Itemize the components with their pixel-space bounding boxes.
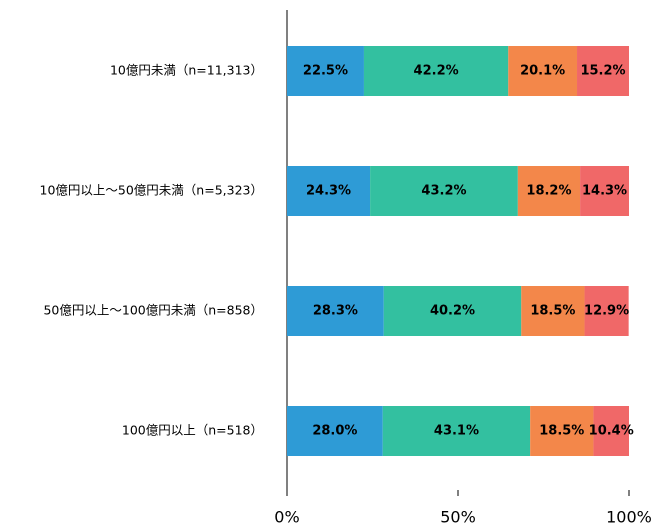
value-label: 20.1% <box>520 64 565 79</box>
value-label: 42.2% <box>414 64 459 79</box>
category-label: 10億円未満（n=11,313） <box>110 63 263 78</box>
bar-segment <box>287 286 384 336</box>
bar-segment <box>530 406 594 456</box>
bar-segment <box>287 406 383 456</box>
bar-segment <box>363 46 509 96</box>
bar-segment <box>383 286 522 336</box>
bar-segment <box>577 46 629 96</box>
bar-segment <box>517 166 581 216</box>
value-label: 18.2% <box>526 184 571 199</box>
category-label: 10億円以上～50億円未満（n=5,323） <box>40 183 264 198</box>
x-tick-label: 100% <box>606 508 652 527</box>
bar-segment <box>370 166 518 216</box>
bar-segment <box>521 286 585 336</box>
bar-segment <box>287 46 364 96</box>
value-label: 28.3% <box>313 304 358 319</box>
x-tick-label: 0% <box>274 508 299 527</box>
bar-segment <box>580 166 629 216</box>
value-label: 12.9% <box>584 304 629 319</box>
value-label: 24.3% <box>306 184 351 199</box>
value-label: 43.2% <box>421 184 466 199</box>
bar-segment <box>382 406 531 456</box>
x-tick-label: 50% <box>440 508 476 527</box>
value-label: 43.1% <box>434 424 479 439</box>
bar-segment <box>584 286 629 336</box>
value-label: 18.5% <box>530 304 575 319</box>
bar-segment <box>593 406 629 456</box>
category-label: 100億円以上（n=518） <box>122 423 263 438</box>
value-label: 15.2% <box>580 64 625 79</box>
value-label: 22.5% <box>303 64 348 79</box>
value-label: 18.5% <box>539 424 584 439</box>
value-label: 10.4% <box>589 424 634 439</box>
category-label: 50億円以上～100億円未満（n=858） <box>43 303 263 318</box>
value-label: 14.3% <box>582 184 627 199</box>
bar-segment <box>508 46 578 96</box>
value-label: 28.0% <box>312 424 357 439</box>
bar-segment <box>287 166 371 216</box>
value-label: 40.2% <box>430 304 475 319</box>
